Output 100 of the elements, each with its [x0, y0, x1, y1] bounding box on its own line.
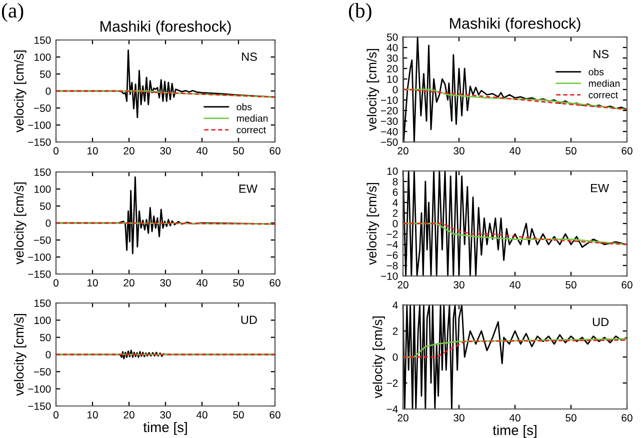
legend-label: median: [588, 80, 620, 87]
y-axis-title: velocity [cm/s]: [14, 182, 26, 264]
x-tick-label: 60: [622, 414, 632, 422]
x-tick-label: 20: [398, 281, 408, 289]
y-tick-label: 8: [392, 178, 398, 186]
y-tick-label: −2: [386, 230, 398, 238]
x-tick-label: 50: [566, 281, 576, 289]
x-tick-label: 20: [124, 279, 134, 287]
chart-title: Mashiki (foreshock): [100, 20, 231, 35]
y-tick-label: 0: [392, 354, 398, 361]
y-tick-label: −20: [380, 107, 398, 114]
y-tick-label: 0: [392, 86, 398, 94]
y-axis-title: velocity [cm/s]: [372, 316, 385, 398]
y-tick-label: 50: [40, 70, 51, 78]
x-axis-title: time [s]: [143, 422, 187, 435]
x-tick-label: 60: [270, 411, 280, 419]
y-tick-label: −100: [28, 385, 51, 393]
y-tick-label: 0: [46, 88, 51, 95]
x-tick-label: 0: [54, 147, 58, 155]
x-tick-label: 50: [233, 411, 244, 419]
y-tick-label: −50: [380, 138, 398, 146]
y-tick-label: 0: [46, 351, 51, 358]
y-tick-label: −40: [380, 128, 398, 136]
y-tick-label: −100: [28, 254, 51, 261]
y-axis-title: velocity [cm/s]: [14, 50, 26, 132]
y-tick-label: −150: [28, 270, 51, 278]
x-tick-label: 10: [88, 411, 98, 419]
legend-label: correct: [588, 92, 618, 98]
y-tick-label: −4: [386, 241, 398, 248]
x-tick-label: 0: [54, 411, 58, 419]
x-tick-label: 30: [160, 147, 171, 155]
y-tick-label: 100: [34, 316, 51, 324]
y-tick-label: −150: [28, 402, 51, 410]
line-series: [402, 88, 628, 110]
y-tick-label: 10: [387, 168, 398, 175]
x-tick-label: 20: [398, 414, 408, 422]
y-tick-label: −100: [28, 122, 51, 129]
y-tick-label: 50: [386, 34, 398, 41]
x-tick-label: 60: [270, 147, 280, 155]
x-tick-label: 20: [398, 147, 408, 155]
y-tick-label: 0: [392, 220, 398, 228]
y-tick-label: 100: [34, 54, 51, 61]
y-tick-label: 20: [387, 65, 398, 72]
x-tick-label: 60: [622, 281, 632, 289]
text: (a): [2, 3, 24, 22]
annotation: UD: [241, 316, 257, 324]
annotation: EW: [239, 184, 258, 193]
legend-label: correct: [236, 126, 266, 134]
x-tick-label: 40: [509, 281, 520, 289]
y-tick-label: 150: [34, 168, 51, 176]
x-axis-title: time [s]: [492, 424, 536, 438]
y-tick-label: 10: [387, 76, 398, 83]
x-tick-label: 60: [270, 279, 280, 287]
x-tick-label: 10: [88, 147, 98, 155]
y-tick-label: −50: [34, 104, 51, 112]
x-tick-label: 40: [196, 411, 208, 419]
y-tick-label: 4: [392, 199, 398, 206]
y-axis-title: velocity [cm/s]: [366, 49, 380, 131]
x-tick-label: 20: [124, 411, 134, 419]
x-tick-label: 40: [509, 147, 520, 155]
x-tick-label: 30: [454, 147, 464, 155]
annotation: EW: [591, 184, 610, 192]
y-tick-label: 150: [34, 36, 51, 44]
line-series: [402, 304, 628, 410]
y-axis-title: velocity [cm/s]: [14, 314, 26, 396]
x-tick-label: 30: [454, 414, 464, 422]
y-tick-label: −8: [386, 262, 398, 270]
x-tick-label: 30: [160, 411, 171, 419]
y-tick-label: 50: [40, 334, 51, 342]
y-tick-label: −2: [386, 380, 398, 387]
x-tick-label: 60: [622, 147, 632, 155]
y-tick-label: 4: [392, 302, 398, 309]
y-tick-label: 2: [392, 210, 398, 217]
x-tick-label: 40: [196, 147, 208, 155]
y-tick-label: 2: [392, 328, 398, 335]
x-tick-label: 40: [196, 279, 208, 287]
chart-title: Mashiki (foreshock): [450, 18, 580, 32]
y-tick-label: −10: [380, 96, 398, 104]
y-tick-label: 100: [34, 186, 51, 193]
x-tick-label: 50: [233, 147, 244, 155]
y-tick-label: −150: [28, 138, 51, 146]
y-axis-title: velocity [cm/s]: [366, 183, 380, 265]
x-tick-label: 20: [124, 147, 134, 155]
x-tick-label: 50: [566, 414, 576, 422]
x-tick-label: 10: [88, 279, 98, 287]
y-tick-label: 50: [40, 202, 51, 210]
annotation: NS: [594, 50, 609, 58]
text: (b): [348, 3, 372, 22]
y-tick-label: −10: [380, 272, 398, 280]
y-tick-label: −50: [34, 236, 51, 244]
y-tick-label: 30: [386, 54, 398, 62]
legend-label: obs: [588, 68, 604, 76]
y-tick-label: 0: [46, 220, 51, 227]
y-tick-label: 40: [386, 44, 398, 52]
x-tick-label: 0: [54, 279, 58, 287]
x-tick-label: 40: [509, 414, 520, 422]
legend-label: obs: [236, 103, 252, 110]
annotation: NS: [242, 52, 257, 61]
x-tick-label: 50: [566, 147, 576, 155]
line-series: [402, 222, 628, 246]
